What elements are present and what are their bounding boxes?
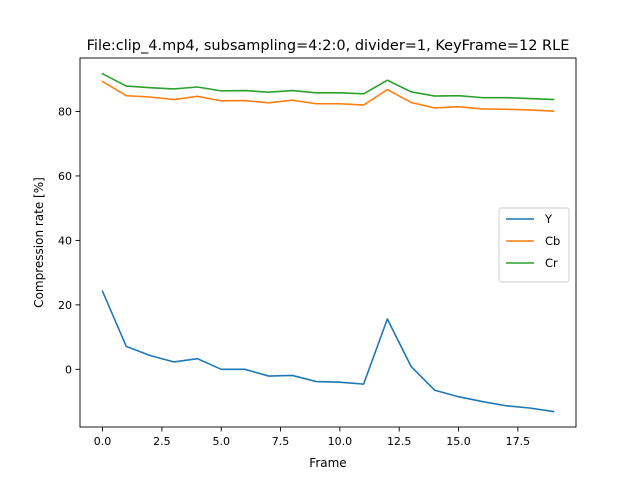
x-tick-label: 7.5 — [272, 435, 290, 448]
legend-label-y: Y — [544, 212, 553, 226]
x-tick-label: 10.0 — [328, 435, 353, 448]
chart-title: File:clip_4.mp4, subsampling=4:2:0, divi… — [87, 38, 570, 54]
series-line-y — [101, 290, 555, 413]
legend-label-cb: Cb — [545, 234, 560, 248]
series-layer — [101, 72, 555, 413]
y-tick-label: 60 — [58, 170, 72, 183]
x-axis-label: Frame — [309, 456, 346, 470]
series-line-cb — [101, 80, 555, 113]
series-line-cr — [101, 72, 555, 101]
y-tick-label: 20 — [58, 299, 72, 312]
x-tick-label: 0.0 — [94, 435, 112, 448]
x-tick-label: 2.5 — [153, 435, 171, 448]
y-tick-label: 40 — [58, 234, 72, 247]
legend: Y Cb Cr — [498, 207, 570, 283]
x-tick-label: 17.5 — [506, 435, 531, 448]
y-tick-label: 80 — [58, 105, 72, 118]
x-tick-label: 12.5 — [387, 435, 412, 448]
plot-frame — [79, 57, 577, 428]
x-axis: 0.0 2.5 5.0 7.5 10.0 12.5 15.0 17.5 — [94, 427, 530, 448]
y-axis: 0 20 40 60 80 — [58, 105, 80, 376]
legend-label-cr: Cr — [545, 256, 558, 270]
y-axis-label: Compression rate [%] — [32, 177, 46, 308]
x-tick-label: 5.0 — [212, 435, 230, 448]
y-tick-label: 0 — [65, 363, 72, 376]
x-tick-label: 15.0 — [446, 435, 471, 448]
